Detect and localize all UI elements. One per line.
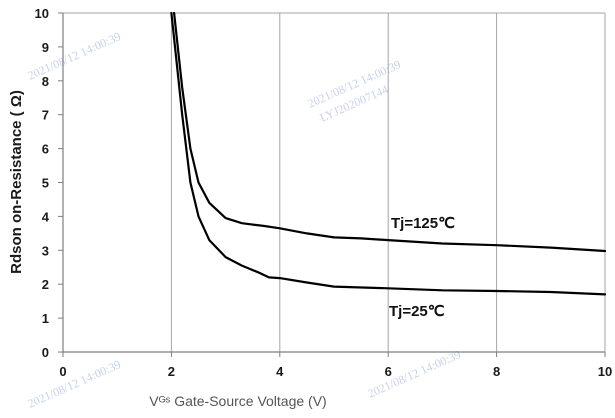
watermark-timestamp: 2021/08/12 14:00:39 xyxy=(26,357,123,411)
y-tick-label: 2 xyxy=(42,277,49,292)
series-line-25c xyxy=(170,11,607,296)
watermark-timestamp: 2021/08/12 14:00:39 xyxy=(366,347,463,401)
series-line-125c xyxy=(173,11,607,253)
watermark-timestamp: 2021/08/12 14:00:39 xyxy=(26,29,123,83)
y-tick-label: 10 xyxy=(35,6,49,21)
y-tick-label: 5 xyxy=(42,176,49,191)
y-tick-label: 3 xyxy=(42,243,49,258)
x-axis-title: Vᴳˢ Gate-Source Voltage (V) xyxy=(149,393,326,409)
series-label-125c: Tj=125℃ xyxy=(391,215,455,232)
grid-layer xyxy=(63,12,606,352)
x-tick-label: 0 xyxy=(59,364,66,379)
x-tick-label: 2 xyxy=(168,364,175,379)
series-label-25c: Tj=25℃ xyxy=(389,303,445,320)
y-tick-label: 1 xyxy=(42,311,49,326)
y-tick-label: 8 xyxy=(42,74,49,89)
series-layer xyxy=(170,11,607,296)
x-tick-label: 8 xyxy=(493,364,500,379)
x-tick-labels: 0 2 4 6 8 10 xyxy=(59,364,612,379)
x-tick-label: 10 xyxy=(598,364,612,379)
x-tick-label: 6 xyxy=(385,364,392,379)
x-tick-label: 4 xyxy=(276,364,284,379)
y-tick-label: 7 xyxy=(42,108,49,123)
y-axis-title: Rdson on-Resistance ( Ω) xyxy=(8,90,25,274)
y-tick-label: 4 xyxy=(42,209,50,224)
y-tick-label: 6 xyxy=(42,142,49,157)
y-tick-label: 0 xyxy=(42,345,49,360)
y-tick-label: 9 xyxy=(42,40,49,55)
y-tick-labels: 0 1 2 3 4 5 6 7 8 9 10 xyxy=(35,6,50,360)
axis-layer xyxy=(58,12,606,357)
